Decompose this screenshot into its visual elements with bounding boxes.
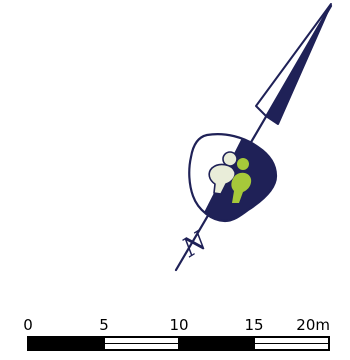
person-green-icon [231,158,252,203]
scale-label-20m: 20m [296,316,330,334]
scale-label-0: 0 [23,316,33,334]
scale-bar: 0 5 10 15 20m [23,316,330,351]
scale-label-10: 10 [169,316,188,334]
scale-label-15: 15 [244,316,263,334]
scale-label-5: 5 [99,316,109,334]
north-arrow: N [174,3,333,272]
site-symbol [188,133,278,223]
north-arrow-head-dark [265,3,332,125]
site-symbol-outline [188,133,278,223]
person-light-icon [208,151,238,195]
